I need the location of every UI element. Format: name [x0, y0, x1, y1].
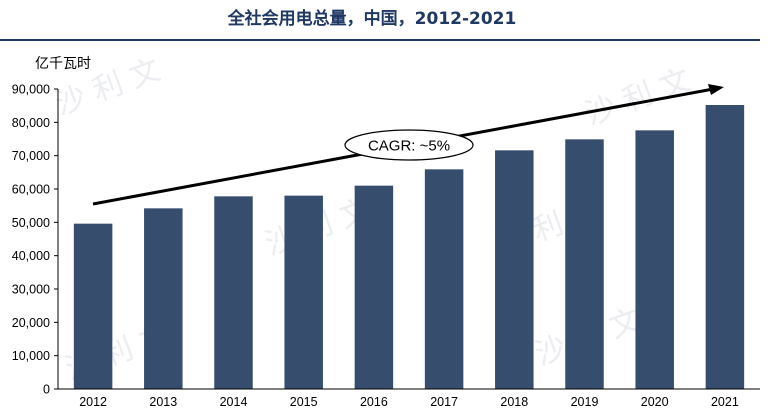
x-tick-label: 2019: [571, 395, 599, 409]
bar-2016: [354, 185, 394, 389]
y-tick-label: 20,000: [12, 316, 50, 330]
bar-2012: [73, 223, 113, 389]
bar-2020: [635, 130, 674, 390]
y-axis-unit-label: 亿千瓦时: [35, 56, 91, 72]
y-tick-label: 50,000: [12, 216, 50, 230]
bar-2015: [284, 195, 323, 389]
cagr-ellipse: [344, 129, 474, 161]
x-axis: 2012 2013 2014 2015 2016 2017 2018 2019 2020 2021: [58, 388, 760, 409]
watermark-text: 沙 利 文: [581, 62, 695, 132]
bar-2018: [495, 150, 534, 389]
y-tick-label: 70,000: [12, 149, 50, 163]
y-tick-label: 40,000: [12, 249, 50, 263]
bar-2017: [424, 169, 464, 389]
x-tick-label: 2016: [360, 395, 388, 409]
x-tick-label: 2014: [220, 395, 248, 409]
chart-title: 全社会用电总量，中国，2012-2021: [227, 8, 517, 29]
x-tick-label: 2020: [641, 395, 669, 409]
bars: [73, 105, 745, 390]
x-tick-label: 2018: [500, 395, 528, 409]
x-tick-label: 2021: [711, 395, 739, 409]
x-tick-label: 2012: [79, 395, 107, 409]
x-tick-label: 2015: [290, 395, 318, 409]
bar-2019: [565, 139, 604, 389]
y-axis: 0 10,000 20,000 30,000 40,000 50,000 60,000 70,…: [12, 83, 59, 397]
y-tick-label: 90,000: [12, 83, 50, 97]
y-tick-label: 60,000: [12, 183, 50, 197]
y-tick-label: 30,000: [12, 283, 50, 297]
y-tick-label: 0: [43, 383, 50, 397]
cagr-label: CAGR: ~5%: [368, 138, 450, 155]
y-tick-label: 10,000: [12, 349, 50, 363]
x-tick-label: 2017: [430, 395, 458, 409]
bar-2021: [705, 105, 745, 389]
bar-2013: [144, 208, 183, 389]
bar-2014: [214, 196, 253, 389]
cagr-annotation: CAGR: ~5%: [92, 84, 724, 206]
trend-arrow-head: [708, 84, 724, 95]
y-tick-label: 80,000: [12, 116, 50, 130]
x-tick-label: 2013: [149, 395, 177, 409]
